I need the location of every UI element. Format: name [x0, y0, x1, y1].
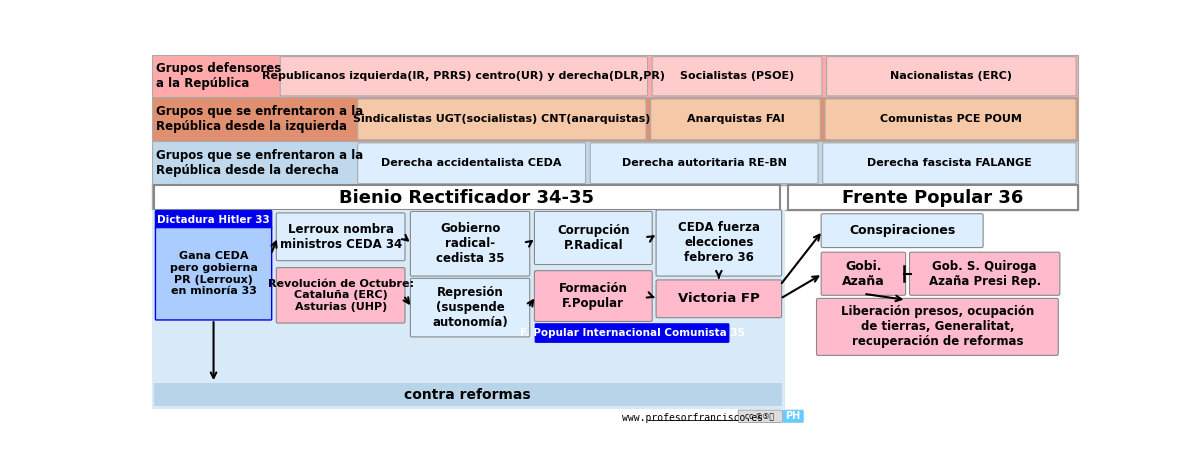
- Text: Derecha fascista FALANGE: Derecha fascista FALANGE: [866, 158, 1032, 168]
- Text: Frente Popular 36: Frente Popular 36: [842, 189, 1024, 207]
- Text: Formación
F.Popular: Formación F.Popular: [559, 282, 628, 310]
- FancyBboxPatch shape: [156, 211, 271, 229]
- FancyBboxPatch shape: [823, 143, 1076, 184]
- FancyBboxPatch shape: [590, 143, 818, 184]
- Text: Gobierno
radical-
cedista 35: Gobierno radical- cedista 35: [436, 222, 504, 265]
- Text: Anarquistas FAI: Anarquistas FAI: [686, 114, 785, 124]
- FancyBboxPatch shape: [653, 56, 822, 96]
- FancyBboxPatch shape: [784, 410, 803, 422]
- Text: Comunistas PCE POUM: Comunistas PCE POUM: [880, 114, 1021, 124]
- Text: Grupos defensores
a la República: Grupos defensores a la República: [156, 62, 282, 90]
- Text: Republicanos izquierda(IR, PRRS) centro(UR) y derecha(DLR,PR): Republicanos izquierda(IR, PRRS) centro(…: [263, 71, 665, 81]
- FancyBboxPatch shape: [535, 324, 728, 342]
- Bar: [154, 383, 781, 406]
- FancyBboxPatch shape: [656, 210, 781, 276]
- FancyBboxPatch shape: [827, 56, 1076, 96]
- Text: Conspiraciones: Conspiraciones: [850, 224, 955, 237]
- FancyBboxPatch shape: [534, 212, 653, 264]
- Text: Corrupción
P.Radical: Corrupción P.Radical: [557, 224, 630, 252]
- FancyBboxPatch shape: [910, 252, 1060, 295]
- FancyBboxPatch shape: [650, 99, 821, 140]
- Text: Sindicalistas UGT(socialistas) CNT(anarquistas): Sindicalistas UGT(socialistas) CNT(anarq…: [353, 114, 650, 124]
- FancyBboxPatch shape: [410, 212, 529, 276]
- FancyBboxPatch shape: [154, 185, 780, 210]
- FancyBboxPatch shape: [816, 298, 1058, 355]
- FancyBboxPatch shape: [534, 271, 653, 321]
- FancyBboxPatch shape: [276, 268, 404, 323]
- FancyBboxPatch shape: [826, 99, 1076, 140]
- FancyBboxPatch shape: [656, 280, 781, 318]
- FancyBboxPatch shape: [821, 214, 983, 247]
- Text: Victoria FP: Victoria FP: [678, 292, 760, 305]
- FancyBboxPatch shape: [821, 252, 906, 295]
- Text: Gana CEDA
pero gobierna
PR (Lerroux)
en minoría 33: Gana CEDA pero gobierna PR (Lerroux) en …: [169, 252, 258, 296]
- Text: Derecha autoritaria RE-BN: Derecha autoritaria RE-BN: [622, 158, 786, 168]
- Bar: [152, 97, 1078, 141]
- Text: Bienio Rectificador 34-35: Bienio Rectificador 34-35: [340, 189, 594, 207]
- FancyBboxPatch shape: [410, 278, 529, 337]
- Bar: [152, 55, 1078, 97]
- FancyBboxPatch shape: [738, 410, 782, 422]
- FancyBboxPatch shape: [281, 56, 648, 96]
- Bar: [152, 185, 1078, 210]
- Text: www.profesorfrancisco.es: www.profesorfrancisco.es: [622, 413, 763, 423]
- Text: Lerroux nombra
ministros CEDA 34: Lerroux nombra ministros CEDA 34: [280, 223, 402, 251]
- Text: CEDA fuerza
elecciones
febrero 36: CEDA fuerza elecciones febrero 36: [678, 221, 760, 264]
- Text: cc ①⑤⓪: cc ①⑤⓪: [745, 412, 774, 421]
- FancyBboxPatch shape: [788, 185, 1078, 210]
- Text: F. Popular Internacional Comunista 35: F. Popular Internacional Comunista 35: [520, 328, 744, 338]
- Text: Socialistas (PSOE): Socialistas (PSOE): [680, 71, 794, 81]
- Text: Grupos que se enfrentaron a la
República desde la derecha: Grupos que se enfrentaron a la República…: [156, 149, 364, 177]
- Text: Dictadura Hitler 33: Dictadura Hitler 33: [157, 215, 270, 225]
- Text: Derecha accidentalista CEDA: Derecha accidentalista CEDA: [382, 158, 562, 168]
- Text: Liberación presos, ocupación
de tierras, Generalitat,
recuperación de reformas: Liberación presos, ocupación de tierras,…: [841, 305, 1034, 348]
- Text: Grupos que se enfrentaron a la
República desde la izquierda: Grupos que se enfrentaron a la República…: [156, 106, 364, 134]
- Text: Gobi.
Azaña: Gobi. Azaña: [842, 260, 884, 288]
- Text: Revolución de Octubre:
Cataluña (ERC)
Asturias (UHP): Revolución de Octubre: Cataluña (ERC) As…: [268, 279, 414, 312]
- Text: contra reformas: contra reformas: [404, 388, 532, 402]
- FancyBboxPatch shape: [156, 228, 271, 320]
- Text: Nacionalistas (ERC): Nacionalistas (ERC): [890, 71, 1013, 81]
- FancyBboxPatch shape: [276, 213, 404, 261]
- FancyBboxPatch shape: [358, 99, 646, 140]
- Bar: [152, 141, 1078, 185]
- Text: Represión
(suspende
autonomía): Represión (suspende autonomía): [432, 286, 508, 329]
- FancyBboxPatch shape: [358, 143, 586, 184]
- Bar: [152, 210, 785, 409]
- Text: Gob. S. Quiroga
Azaña Presi Rep.: Gob. S. Quiroga Azaña Presi Rep.: [929, 260, 1040, 288]
- Text: PH: PH: [786, 411, 800, 421]
